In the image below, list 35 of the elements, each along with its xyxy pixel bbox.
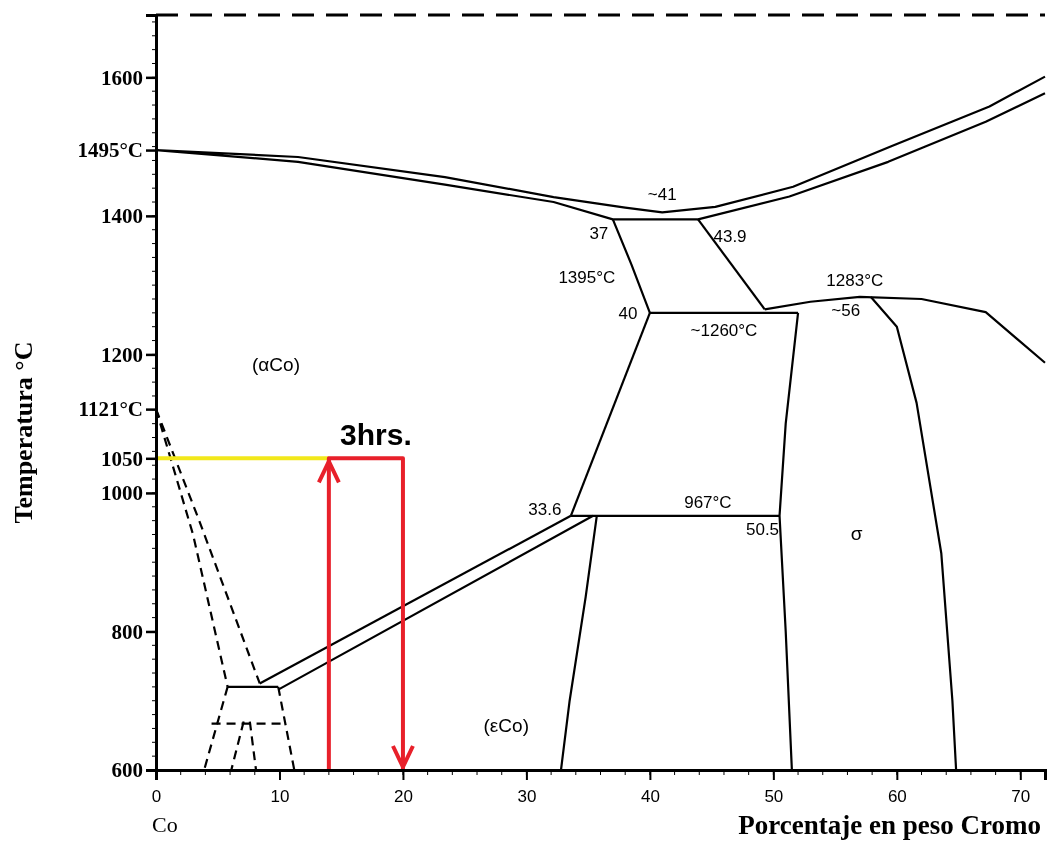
y-tick-label: 1495°C	[77, 138, 143, 163]
annotation: (εCo)	[483, 715, 529, 737]
x-tick-label: 70	[1011, 786, 1031, 806]
y-tick-label: 1121°C	[78, 397, 143, 422]
annotation: 967°C	[684, 492, 732, 512]
y-tick-label: 1400	[101, 204, 143, 229]
x-tick-label: 10	[270, 786, 290, 806]
x-tick-label: 30	[517, 786, 537, 806]
annotation: (αCo)	[252, 354, 300, 376]
annotation: σ	[850, 522, 863, 544]
annotation: 1283°C	[826, 270, 884, 290]
annotation: 43.9	[713, 227, 747, 247]
x-tick-label: 20	[393, 786, 413, 806]
text: Co	[152, 812, 178, 837]
annotation: ~41	[647, 185, 677, 205]
annotation: 50.5	[745, 519, 780, 539]
y-tick-label: 1050	[101, 446, 143, 471]
annotation: 40	[618, 303, 638, 323]
annotation: 37	[589, 224, 609, 244]
x-axis-title: Porcentaje en peso Cromo	[738, 810, 1041, 840]
y-tick-label: 1600	[101, 65, 143, 90]
y-tick-label: 800	[111, 619, 143, 644]
y-tick-label: 1200	[101, 342, 143, 367]
y-tick-label: 600	[111, 758, 143, 783]
x-tick-label: 0	[151, 786, 162, 806]
x-tick-label: 40	[640, 786, 660, 806]
annotation: 33.6	[528, 499, 562, 519]
y-axis-title: Temperatura °C	[9, 341, 38, 524]
x-tick-label: 50	[764, 786, 784, 806]
annotation: 1395°C	[558, 268, 616, 288]
annotation: 3hrs.	[340, 417, 412, 451]
y-tick-label: 1000	[101, 481, 143, 506]
annotation: ~1260°C	[690, 320, 758, 340]
x-tick-label: 60	[887, 786, 907, 806]
annotation: ~56	[831, 300, 861, 320]
